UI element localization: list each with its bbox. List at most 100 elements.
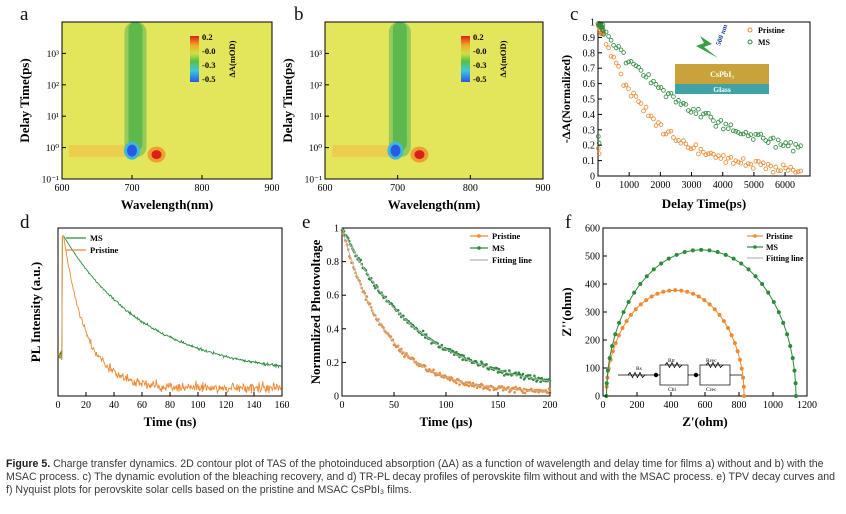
panel-c-point bbox=[691, 106, 696, 112]
panel-b-ytick-label: 10⁻¹ bbox=[305, 176, 323, 186]
panel-e-point bbox=[448, 348, 452, 351]
panel-e-point bbox=[396, 308, 400, 312]
panel-f-ytick-label: 300 bbox=[585, 308, 600, 319]
panel-c-point bbox=[696, 106, 701, 112]
panel-e-point bbox=[532, 378, 535, 382]
panel-c-point bbox=[686, 145, 691, 151]
panel-c-point bbox=[713, 124, 719, 129]
panel-e-point bbox=[412, 357, 416, 361]
panel-f-xtick-label: 0 bbox=[601, 400, 606, 411]
panel-c-ytick-label: 0 bbox=[590, 172, 595, 183]
panel-c-inset-substrate-label: Glass bbox=[713, 85, 731, 94]
panel-e-point bbox=[500, 385, 504, 388]
panel-c-point bbox=[768, 163, 774, 169]
panel-c-point bbox=[693, 111, 699, 116]
panel-b-colorbar-tick: -0.3 bbox=[473, 60, 486, 70]
panel-e-series-ms bbox=[340, 228, 552, 384]
panel-b-xtick-label: 900 bbox=[536, 183, 551, 194]
panel-c-point bbox=[721, 153, 726, 158]
panel-c-point bbox=[621, 50, 626, 55]
panel-c-point bbox=[703, 110, 709, 116]
panel-e-point bbox=[514, 371, 517, 374]
panel-f-equivalent-circuit: Rs Rtr Cbl Rrec Crec bbox=[618, 358, 742, 393]
panel-c-point bbox=[798, 168, 803, 174]
panel-c-inset-pump-arrow bbox=[696, 36, 718, 58]
panel-e-point bbox=[440, 343, 444, 347]
panel-a-bleach-spot bbox=[127, 144, 137, 157]
panel-b-colorbar-tick: -0.5 bbox=[473, 74, 486, 84]
panel-c-ytick-label: 1 bbox=[590, 18, 595, 29]
panel-a-colorbar-tick: -0.5 bbox=[202, 74, 215, 84]
panel-f-ytick-label: 600 bbox=[585, 224, 600, 235]
panel-e-point bbox=[513, 391, 516, 394]
panel-d-series-ms bbox=[57, 235, 282, 369]
panel-b-ytick-label: 10² bbox=[310, 81, 323, 91]
panel-c-point bbox=[745, 161, 751, 166]
panel-c-xtick-label: 4000 bbox=[713, 180, 733, 191]
panel-c-point bbox=[755, 159, 761, 164]
panel-f-circuit-node bbox=[653, 372, 659, 378]
panel-c-point bbox=[596, 146, 601, 151]
panel-c-ytick-label: 0.5 bbox=[583, 95, 596, 106]
panel-f-xtick-label: 1200 bbox=[797, 400, 817, 411]
panel-c-point bbox=[638, 101, 644, 106]
panel-c-point bbox=[728, 155, 734, 160]
panel-label-c: c bbox=[570, 4, 578, 25]
panel-a-frame bbox=[61, 21, 273, 180]
panel-c-xlabel: Delay Time(ps) bbox=[662, 196, 746, 211]
panel-d-ylabel: PL Intensity (a.u.) bbox=[28, 262, 43, 362]
panel-c-point bbox=[651, 116, 656, 122]
panel-f-ytick-label: 100 bbox=[585, 364, 600, 375]
panel-c-point bbox=[671, 94, 676, 99]
panel-e-point bbox=[461, 358, 464, 362]
panel-c-point bbox=[775, 168, 781, 173]
panel-c-point bbox=[753, 131, 759, 137]
panel-f-legend-label: Pristine bbox=[766, 232, 793, 241]
panel-c-point bbox=[656, 85, 661, 90]
panel-c-legend-marker bbox=[747, 39, 753, 45]
panel-c-point bbox=[778, 142, 783, 147]
panel-e-series-pristine bbox=[340, 229, 552, 395]
panel-f-xtick-label: 400 bbox=[664, 400, 679, 411]
panel-c-ytick-label: 0.9 bbox=[583, 33, 596, 44]
panel-c-point bbox=[683, 102, 689, 107]
panel-c-point bbox=[765, 140, 771, 145]
panel-c-ytick-label: 0.3 bbox=[583, 125, 596, 136]
panel-d-xtick-label: 0 bbox=[56, 400, 61, 411]
panel-e-ytick-label: 1 bbox=[334, 224, 339, 235]
panel-c-point bbox=[768, 136, 774, 142]
panel-c-point bbox=[716, 153, 721, 158]
panel-e-point bbox=[488, 388, 491, 392]
panel-c-point bbox=[793, 170, 798, 175]
panel-c-point bbox=[701, 111, 706, 117]
panel-c-legend-label: Pristine bbox=[758, 26, 785, 35]
panel-e-legend-label: Fitting line bbox=[492, 255, 532, 265]
panel-e-point bbox=[485, 363, 488, 366]
panel-e-ytick-label: 0.2 bbox=[327, 358, 340, 369]
panel-c-point bbox=[706, 151, 711, 156]
panel-e-point bbox=[389, 335, 393, 338]
panel-c-point bbox=[721, 126, 726, 132]
panel-a-warm-region bbox=[69, 145, 125, 158]
panel-e-fit-pristine bbox=[341, 227, 550, 392]
panel-f-circuit-label: Rs bbox=[636, 366, 642, 372]
panel-c-point bbox=[773, 145, 779, 150]
panel-e-ytick-label: 0.8 bbox=[327, 257, 340, 268]
panel-e-fit-ms bbox=[341, 227, 551, 382]
panel-c-point bbox=[728, 122, 734, 128]
panel-e-point bbox=[537, 391, 540, 394]
panel-e-point bbox=[497, 367, 501, 371]
panel-c-point bbox=[608, 37, 614, 43]
panel-e-point bbox=[495, 366, 499, 370]
panel-c-point bbox=[783, 140, 788, 145]
panel-b-colorbar-tick: -0.0 bbox=[473, 46, 486, 56]
panel-f-circuit-node bbox=[693, 372, 699, 378]
panel-label-d: d bbox=[20, 212, 30, 233]
panel-c-point bbox=[663, 94, 669, 100]
panel-a-colorbar-tick: -0.0 bbox=[202, 46, 215, 56]
panel-c-point bbox=[735, 159, 741, 165]
panel-b-bleach-spot bbox=[390, 144, 401, 157]
panel-e-point bbox=[518, 373, 522, 376]
panel-c-point bbox=[755, 132, 761, 138]
panel-c-series-pristine bbox=[595, 22, 803, 175]
